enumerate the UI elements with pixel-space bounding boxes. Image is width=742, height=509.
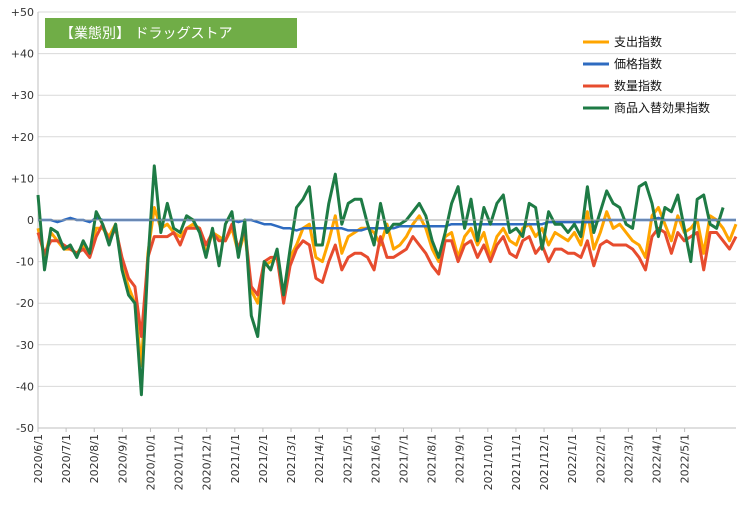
series-lines [36,164,738,397]
x-tick-label: 2021/10/1 [482,434,495,490]
y-tick-label: -30 [16,339,34,352]
x-tick-label: 2020/10/1 [144,434,157,490]
x-tick-label: 2021/2/1 [257,434,270,483]
chart-title-text: 【業態別】 ドラッグストア [60,26,232,42]
x-tick-label: 2021/6/1 [369,434,382,483]
x-tick-label: 2021/7/1 [397,434,410,483]
legend-label: 数量指数 [614,78,662,93]
y-tick-label: +40 [11,48,34,61]
y-tick-label: 0 [27,214,34,227]
series-line-3 [36,222,738,338]
y-tick-label: +50 [11,6,34,19]
x-tick-label: 2021/3/1 [285,434,298,483]
y-tick-label: -40 [16,380,34,393]
x-tick-label: 2020/9/1 [116,434,129,483]
x-tick-label: 2020/7/1 [60,434,73,483]
x-tick-label: 2021/5/1 [341,434,354,483]
x-tick-label: 2021/1/1 [229,434,242,483]
series-line-4 [36,164,725,397]
x-tick-label: 2021/11/1 [510,434,523,490]
x-tick-label: 2022/1/1 [566,434,579,483]
legend-label: 支出指数 [614,34,662,49]
y-tick-label: +10 [11,172,34,185]
x-tick-label: 2022/4/1 [651,434,664,483]
x-tick-label: 2022/2/1 [594,434,607,483]
y-tick-label: +20 [11,131,34,144]
y-tick-label: -50 [16,422,34,435]
y-axis-ticks: +50 +40 +30 +20 +10 0 -10 -20 -30 -40 -50 [11,6,34,435]
y-tick-label: -20 [16,297,34,310]
x-tick-label: 2020/6/1 [32,434,45,483]
x-tick-label: 2021/4/1 [313,434,326,483]
x-tick-label: 2022/5/1 [679,434,692,483]
x-tick-label: 2022/3/1 [622,434,635,483]
legend-label: 価格指数 [614,56,662,71]
x-tick-label: 2021/9/1 [454,434,467,483]
x-tick-label: 2021/12/1 [538,434,551,490]
y-tick-label: -10 [16,256,34,269]
x-tick-label: 2020/11/1 [173,434,186,490]
y-tick-label: +30 [11,89,34,102]
legend-label: 商品入替効果指数 [614,100,710,115]
x-tick-label: 2020/8/1 [88,434,101,483]
x-tick-label: 2020/12/1 [201,434,214,490]
x-axis-ticks: 2020/6/1 2020/7/1 2020/8/1 2020/9/1 2020/10/… [32,428,692,490]
x-tick-label: 2021/8/1 [426,434,439,483]
title-background [45,18,297,48]
series-line-1 [36,206,738,368]
chart-title: 【業態別】 ドラッグストア [45,18,297,48]
